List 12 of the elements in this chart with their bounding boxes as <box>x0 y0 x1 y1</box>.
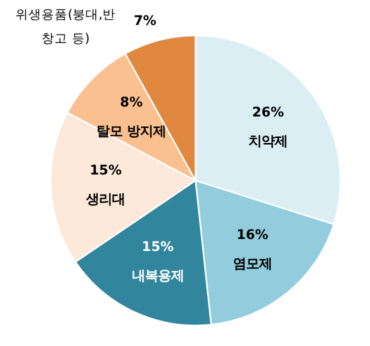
data-label: 16% <box>236 228 268 244</box>
slice-label: 내복용제 <box>132 269 184 284</box>
slice-label: 염모제 <box>232 257 272 272</box>
slice-label: 위생용품(붕대,반창고 등) <box>16 6 116 46</box>
slice-label: 생리대 <box>85 192 126 208</box>
data-label: 15% <box>90 163 122 178</box>
data-label: 8% <box>120 96 143 111</box>
data-label: 26% <box>252 105 284 120</box>
data-label: 15% <box>142 240 174 256</box>
slice-label: 치약제 <box>248 134 288 150</box>
data-label: 7% <box>134 14 156 29</box>
slice-label: 탈모 방지제 <box>96 124 166 140</box>
